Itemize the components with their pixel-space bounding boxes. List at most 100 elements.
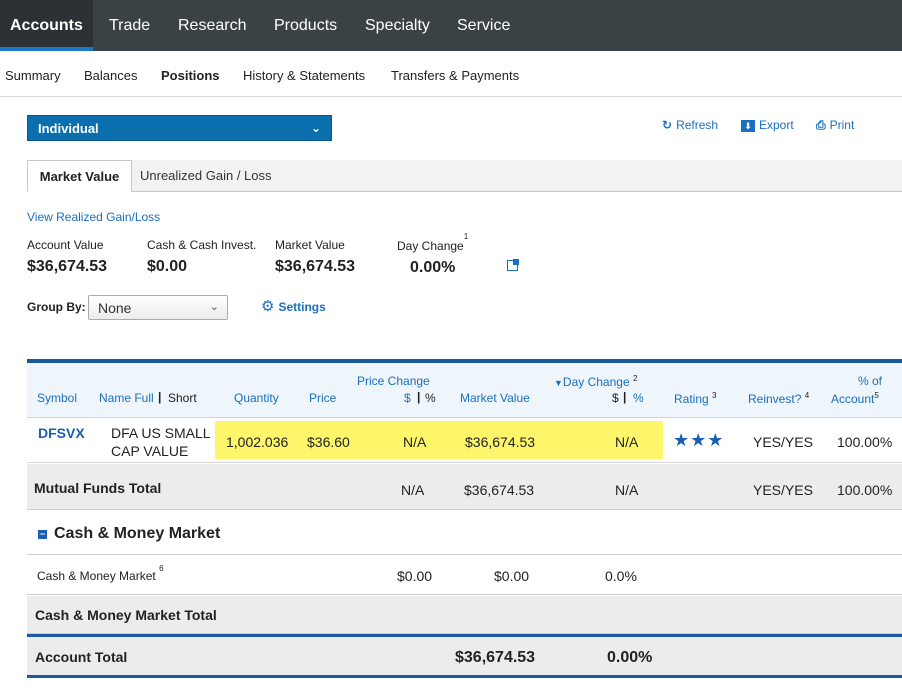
mutual-total-market-value: $36,674.53 bbox=[464, 482, 535, 498]
export-icon: ⬇ bbox=[741, 120, 755, 132]
header-market-value[interactable]: Market Value bbox=[460, 391, 530, 405]
header-name-separator: | bbox=[158, 390, 162, 404]
account-select[interactable]: Individual ⌄ bbox=[27, 115, 332, 141]
collapse-toggle-icon[interactable]: − bbox=[38, 529, 47, 539]
header-day-change-separator: | bbox=[623, 390, 627, 404]
cash-label: Cash & Cash Invest. bbox=[147, 238, 257, 252]
header-reinvest[interactable]: Reinvest? 4 bbox=[748, 391, 809, 406]
header-day-change-label: Day Change bbox=[562, 375, 630, 389]
tab-market-value[interactable]: Market Value bbox=[27, 160, 132, 192]
row-pct-account: 100.00% bbox=[837, 434, 893, 450]
refresh-icon: ↻ bbox=[662, 118, 673, 132]
mutual-total-price-change: N/A bbox=[401, 482, 425, 498]
row-name-line2: CAP VALUE bbox=[111, 443, 189, 459]
refresh-label: Refresh bbox=[676, 118, 719, 132]
account-value: $36,674.53 bbox=[27, 258, 108, 275]
header-symbol[interactable]: Symbol bbox=[37, 391, 78, 405]
popout-icon[interactable] bbox=[507, 259, 519, 271]
subnav-positions[interactable]: Positions bbox=[161, 68, 220, 83]
cash-row-market-value: $0.00 bbox=[494, 568, 530, 584]
day-change-footnote: 1 bbox=[463, 232, 469, 241]
mutual-total-day-change: N/A bbox=[615, 482, 639, 498]
subnav-transfers-payments[interactable]: Transfers & Payments bbox=[391, 68, 520, 83]
refresh-button[interactable]: ↻ Refresh bbox=[662, 118, 718, 132]
header-pct-of[interactable]: % of bbox=[858, 374, 883, 388]
mutual-funds-total-label: Mutual Funds Total bbox=[34, 480, 162, 496]
table-top-border bbox=[27, 359, 902, 363]
cash-total-label: Cash & Money Market Total bbox=[35, 607, 217, 623]
chevron-down-icon: ⌄ bbox=[310, 121, 321, 135]
subnav-history-statements[interactable]: History & Statements bbox=[243, 68, 366, 83]
market-value-label: Market Value bbox=[275, 238, 345, 252]
cash-row-label: Cash & Money Market 6 bbox=[37, 564, 164, 583]
row-symbol-link[interactable]: DFSVX bbox=[38, 425, 85, 441]
row-name-line1: DFA US SMALL bbox=[111, 425, 211, 441]
header-reinvest-footnote: 4 bbox=[804, 391, 810, 400]
group-by-label: Group By: bbox=[27, 300, 86, 314]
header-rating-footnote: 3 bbox=[712, 391, 717, 400]
row-price: $36.60 bbox=[307, 434, 350, 450]
cash-row-footnote: 6 bbox=[159, 564, 164, 573]
header-day-change-pct[interactable]: % bbox=[633, 391, 644, 405]
header-day-change-dollar[interactable]: $ bbox=[612, 391, 619, 405]
gear-icon: ⚙ bbox=[261, 298, 275, 315]
header-price-change[interactable]: Price Change bbox=[357, 374, 430, 388]
chevron-down-icon: ⌄ bbox=[209, 301, 219, 313]
sort-desc-icon: ▼ bbox=[554, 378, 563, 388]
header-price[interactable]: Price bbox=[309, 391, 337, 405]
header-day-change[interactable]: ▼Day Change 2 bbox=[554, 374, 637, 389]
day-change-value: 0.00% bbox=[410, 259, 456, 276]
cash-money-market-total-row: Cash & Money Market Total bbox=[27, 596, 902, 634]
summary-cash: Cash & Cash Invest. $0.00 bbox=[147, 238, 256, 276]
header-name-full[interactable]: Name Full bbox=[99, 391, 154, 405]
account-total-market-value: $36,674.53 bbox=[455, 649, 536, 666]
view-realized-gain-loss-link[interactable]: View Realized Gain/Loss bbox=[27, 210, 161, 224]
day-change-label: Day Change1 bbox=[397, 232, 469, 253]
tab-products[interactable]: Products bbox=[274, 17, 338, 34]
header-pct-account[interactable]: Account5 bbox=[831, 391, 879, 406]
header-quantity[interactable]: Quantity bbox=[234, 391, 279, 405]
sub-nav: Summary Balances Positions History & Sta… bbox=[0, 51, 902, 97]
table-header: Symbol Name Full | Short Quantity Price … bbox=[27, 363, 902, 418]
account-total-day-change: 0.00% bbox=[607, 649, 653, 666]
tab-accounts[interactable]: Accounts bbox=[0, 0, 93, 51]
settings-button[interactable]: ⚙ Settings bbox=[261, 297, 326, 315]
group-by-value: None bbox=[98, 300, 132, 316]
mutual-total-reinvest: YES/YES bbox=[753, 482, 813, 498]
subnav-summary[interactable]: Summary bbox=[5, 68, 61, 83]
account-total-label: Account Total bbox=[35, 649, 128, 665]
row-rating-stars: ★★★ bbox=[673, 430, 725, 450]
export-label: Export bbox=[759, 118, 794, 132]
header-reinvest-label: Reinvest? bbox=[748, 392, 802, 406]
tab-service[interactable]: Service bbox=[457, 17, 511, 34]
tab-trade[interactable]: Trade bbox=[109, 17, 151, 34]
header-price-change-pct[interactable]: % bbox=[425, 391, 436, 405]
summary-market-value: Market Value $36,674.53 bbox=[275, 238, 355, 276]
tab-unrealized-gain-loss[interactable]: Unrealized Gain / Loss bbox=[140, 168, 272, 183]
cash-value: $0.00 bbox=[147, 258, 188, 275]
header-rating-label: Rating bbox=[674, 392, 709, 406]
export-button[interactable]: ⬇ Export bbox=[741, 118, 794, 132]
header-rating[interactable]: Rating 3 bbox=[674, 391, 716, 406]
summary-day-change: Day Change1 0.00% bbox=[397, 232, 469, 277]
account-total-row: Account Total $36,674.53 0.00% bbox=[27, 634, 902, 678]
tab-specialty[interactable]: Specialty bbox=[365, 17, 430, 34]
print-button[interactable]: ⎙ Print bbox=[816, 118, 854, 133]
top-nav: Accounts Trade Research Products Special… bbox=[0, 0, 902, 51]
cash-section-header: − Cash & Money Market bbox=[27, 511, 902, 555]
cash-row-price: $0.00 bbox=[397, 568, 433, 584]
row-reinvest: YES/YES bbox=[753, 434, 813, 450]
row-day-change: N/A bbox=[615, 434, 639, 450]
cash-section-title: Cash & Money Market bbox=[54, 525, 221, 542]
market-value: $36,674.53 bbox=[275, 258, 356, 275]
account-value-label: Account Value bbox=[27, 238, 104, 252]
header-account-label: Account bbox=[831, 392, 875, 406]
tab-research[interactable]: Research bbox=[178, 17, 247, 34]
cash-money-market-row: Cash & Money Market 6 $0.00 $0.00 0.0% bbox=[27, 556, 902, 595]
view-tabs: Market Value Unrealized Gain / Loss bbox=[27, 160, 902, 192]
subnav-balances[interactable]: Balances bbox=[84, 68, 138, 83]
header-name-short[interactable]: Short bbox=[168, 391, 197, 405]
group-by-select[interactable]: None ⌄ bbox=[88, 295, 228, 320]
header-price-change-dollar[interactable]: $ bbox=[404, 391, 411, 405]
header-price-change-separator: | bbox=[417, 390, 421, 404]
